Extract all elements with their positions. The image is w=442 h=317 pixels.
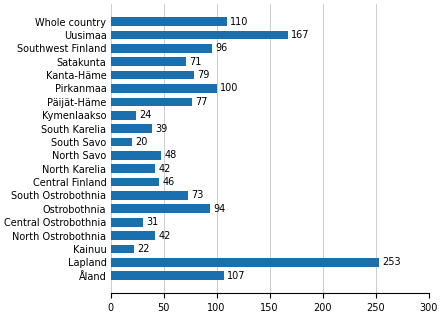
Bar — [110, 191, 188, 200]
Bar — [110, 31, 288, 39]
Text: 253: 253 — [382, 257, 400, 267]
Bar — [110, 164, 155, 173]
Text: 107: 107 — [227, 271, 246, 281]
Text: 167: 167 — [291, 30, 309, 40]
Text: 22: 22 — [137, 244, 149, 254]
Bar — [110, 271, 224, 280]
Bar — [110, 84, 217, 93]
Text: 20: 20 — [135, 137, 147, 147]
Text: 73: 73 — [191, 191, 203, 200]
Text: 71: 71 — [189, 57, 202, 67]
Bar — [110, 151, 161, 160]
Text: 100: 100 — [220, 83, 238, 94]
Text: 42: 42 — [158, 164, 171, 174]
Bar — [110, 71, 194, 80]
Text: 79: 79 — [198, 70, 210, 80]
Text: 110: 110 — [230, 17, 249, 27]
Text: 39: 39 — [155, 124, 168, 133]
Bar — [110, 244, 134, 253]
Bar — [110, 178, 160, 186]
Text: 94: 94 — [213, 204, 226, 214]
Text: 77: 77 — [195, 97, 208, 107]
Text: 24: 24 — [139, 110, 152, 120]
Text: 48: 48 — [165, 150, 177, 160]
Bar — [110, 204, 210, 213]
Bar — [110, 17, 227, 26]
Bar — [110, 138, 132, 146]
Bar — [110, 218, 144, 227]
Text: 46: 46 — [163, 177, 175, 187]
Bar — [110, 258, 379, 267]
Bar — [110, 44, 212, 53]
Text: 42: 42 — [158, 230, 171, 241]
Text: 96: 96 — [216, 43, 228, 53]
Bar — [110, 124, 152, 133]
Bar — [110, 57, 186, 66]
Bar — [110, 111, 136, 120]
Text: 31: 31 — [147, 217, 159, 227]
Bar — [110, 98, 192, 106]
Bar — [110, 231, 155, 240]
